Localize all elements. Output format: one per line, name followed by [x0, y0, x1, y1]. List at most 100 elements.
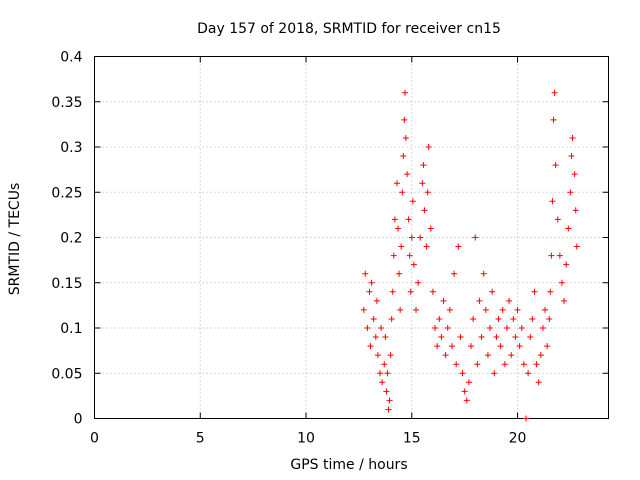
data-point: [561, 297, 568, 304]
data-point: [493, 334, 500, 341]
data-point: [478, 334, 485, 341]
data-point: [425, 144, 432, 150]
data-point: [442, 352, 449, 359]
data-point: [373, 297, 380, 304]
data-point: [413, 306, 420, 313]
data-point: [542, 306, 549, 313]
data-point: [420, 162, 427, 169]
data-point: [484, 352, 491, 359]
data-point: [525, 370, 532, 377]
data-point: [366, 288, 373, 295]
data-point: [489, 288, 496, 295]
data-point: [495, 315, 502, 322]
data-point: [364, 325, 371, 331]
x-tick-label: 5: [196, 431, 205, 447]
data-point: [379, 379, 386, 386]
data-point: [434, 343, 441, 350]
data-point: [401, 116, 408, 123]
data-point: [444, 325, 451, 331]
data-point: [438, 334, 445, 341]
data-point: [408, 234, 415, 241]
data-point: [367, 343, 374, 350]
data-point: [391, 216, 398, 223]
data-point: [549, 198, 556, 205]
data-point: [389, 288, 396, 295]
y-tick-label: 0.2: [60, 231, 82, 247]
data-point: [461, 388, 468, 395]
data-point: [406, 252, 413, 259]
data-point: [424, 189, 431, 196]
y-axis-label: SRMTID / TECUs: [7, 183, 23, 296]
data-point: [448, 343, 455, 350]
data-series: [360, 89, 580, 422]
data-point: [385, 406, 392, 413]
data-point: [409, 198, 416, 205]
data-point: [400, 153, 407, 160]
data-point: [453, 361, 460, 368]
grid-lines: [94, 56, 609, 419]
data-point: [421, 207, 428, 214]
data-point: [544, 343, 551, 350]
data-point: [457, 334, 464, 341]
data-point: [482, 306, 489, 313]
data-point: [516, 343, 523, 350]
y-tick-label: 0.1: [60, 321, 82, 337]
data-point: [402, 89, 409, 96]
data-point: [535, 379, 542, 386]
data-point: [533, 361, 540, 368]
data-point: [523, 415, 530, 422]
data-point: [377, 370, 384, 377]
data-point: [384, 370, 391, 377]
data-point: [436, 315, 443, 322]
data-point: [387, 352, 394, 359]
data-point: [572, 207, 579, 214]
data-point: [397, 306, 404, 313]
data-point: [399, 189, 406, 196]
data-point: [370, 315, 377, 322]
data-point: [383, 388, 390, 395]
data-point: [568, 153, 575, 160]
data-point: [440, 297, 447, 304]
chart-title: Day 157 of 2018, SRMTID for receiver cn1…: [197, 21, 501, 37]
data-point: [427, 225, 434, 232]
data-point: [423, 243, 430, 250]
y-axis: 0 0.05 0.1 0.15 0.2 0.25 0.3 0.35 0.4: [51, 50, 609, 428]
y-tick-label: 0.15: [51, 276, 82, 292]
data-point: [569, 134, 576, 141]
data-point: [546, 315, 553, 322]
data-point: [405, 216, 412, 223]
data-point: [512, 334, 519, 341]
data-point: [372, 334, 379, 341]
data-point: [419, 180, 426, 187]
x-axis-label: GPS time / hours: [290, 457, 407, 473]
data-point: [362, 270, 369, 277]
data-point: [539, 325, 546, 331]
data-point: [508, 352, 515, 359]
data-point: [518, 325, 525, 331]
data-point: [432, 325, 439, 331]
data-point: [417, 234, 424, 241]
x-tick-label: 0: [90, 431, 99, 447]
data-point: [374, 352, 381, 359]
x-tick-label: 20: [509, 431, 527, 447]
data-point: [506, 297, 513, 304]
data-point: [360, 306, 367, 313]
y-tick-label: 0.4: [60, 50, 82, 66]
data-point: [552, 162, 559, 169]
data-point: [514, 306, 521, 313]
data-point: [463, 397, 470, 404]
y-tick-label: 0.25: [51, 185, 82, 201]
data-point: [499, 306, 506, 313]
data-point: [465, 379, 472, 386]
data-point: [407, 288, 414, 295]
data-point: [548, 252, 555, 259]
data-point: [404, 171, 411, 178]
data-point: [497, 343, 504, 350]
data-point: [567, 189, 574, 196]
data-point: [529, 315, 536, 322]
data-point: [527, 334, 534, 341]
y-tick-label: 0.05: [51, 366, 82, 382]
y-tick-label: 0.35: [51, 95, 82, 111]
data-point: [429, 288, 436, 295]
